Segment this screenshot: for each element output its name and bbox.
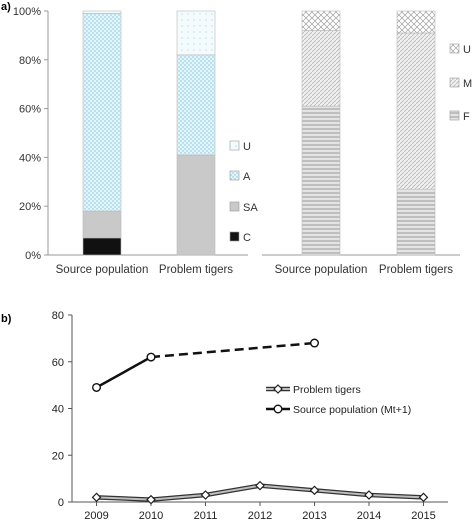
bar-segment-u (82, 10, 122, 14)
data-point-problem-tigers (146, 494, 156, 505)
data-point-problem-tigers (309, 485, 320, 496)
y-tick-label: 0 (58, 497, 64, 509)
legend-label: A (243, 171, 251, 183)
x-tick-label: 2011 (194, 510, 218, 519)
legend-swatch (449, 77, 460, 88)
panel-label: a) (1, 1, 11, 13)
y-tick-label: 60% (19, 104, 41, 116)
bar-segment-u (176, 10, 216, 56)
data-point-problem-tigers (91, 492, 102, 503)
data-point-problem-tigers (255, 480, 265, 491)
series-line-source-population-dashed (150, 341, 315, 359)
data-point-problem-tigers (364, 490, 374, 500)
data-point-problem-tigers (200, 490, 211, 500)
legend-swatch (229, 231, 240, 242)
x-tick-label: 2009 (84, 510, 108, 519)
legend-label: SA (243, 202, 258, 214)
x-category-label: Problem tigers (159, 264, 233, 276)
y-tick-label: 0% (25, 250, 41, 262)
legend-label: Problem tigers (293, 384, 361, 396)
panel-a-age-chart: a) 0% 20% 40% 60% 80% 100% Source population Pro… (1, 1, 258, 276)
y-tick-label: 40 (52, 404, 64, 416)
data-point-problem-tigers (418, 492, 429, 503)
bar-segment-m (301, 30, 341, 107)
data-point-source-population (92, 382, 102, 392)
x-tick-label: 2012 (248, 510, 272, 519)
data-point-source-population (146, 352, 156, 362)
legend-swatch (229, 201, 240, 212)
bar-segment-m (396, 32, 436, 190)
legend-swatch (229, 140, 240, 151)
bar-segment-a (82, 13, 122, 212)
x-category-label: Source population (56, 264, 149, 276)
y-tick-label: 60 (52, 357, 64, 369)
legend-marker-source-population (273, 404, 283, 414)
panel-label: b) (1, 313, 12, 325)
bar-segment-sa (176, 154, 216, 256)
legend-swatch (229, 170, 240, 181)
x-tick-label: 2015 (411, 510, 435, 519)
x-tick-label: 2014 (357, 510, 381, 519)
legend-label: Source population (Mt+1) (293, 404, 411, 416)
y-tick-label: 80 (52, 310, 64, 322)
x-tick-label: 2010 (139, 510, 163, 519)
y-tick-label: 20% (19, 201, 41, 213)
series-line-source-population (95, 355, 152, 389)
bar-segment-a (176, 54, 216, 156)
data-point-source-population (309, 338, 319, 348)
legend-label: C (243, 232, 251, 244)
panel-a-sex-chart: Source population Problem tigers U M F (262, 10, 472, 276)
bar-segment-f (396, 188, 436, 256)
legend-label: F (463, 111, 470, 123)
y-tick-label: 20 (52, 450, 64, 462)
x-tick-label: 2013 (302, 510, 326, 519)
x-category-label: Problem tigers (379, 264, 453, 276)
x-category-label: Source population (275, 264, 368, 276)
legend-swatch (449, 43, 460, 54)
y-tick-label: 80% (19, 55, 41, 67)
legend-label: M (463, 78, 472, 90)
y-tick-label: 40% (19, 152, 41, 164)
legend-label: U (463, 44, 471, 56)
panel-b-line-chart: b) 0 20 40 60 80 2009 2010 2011 2012 2013 2014 2015 P… (1, 310, 448, 522)
legend-marker-problem-tigers (273, 384, 283, 394)
legend-swatch (449, 110, 460, 121)
bar-segment-f (301, 105, 341, 256)
bar-segment-u (301, 10, 341, 31)
bar-segment-u (396, 10, 436, 34)
bar-segment-sa (82, 210, 122, 239)
legend-label: U (243, 141, 251, 153)
y-tick-label: 100% (13, 6, 41, 18)
bar-segment-c (82, 237, 122, 256)
